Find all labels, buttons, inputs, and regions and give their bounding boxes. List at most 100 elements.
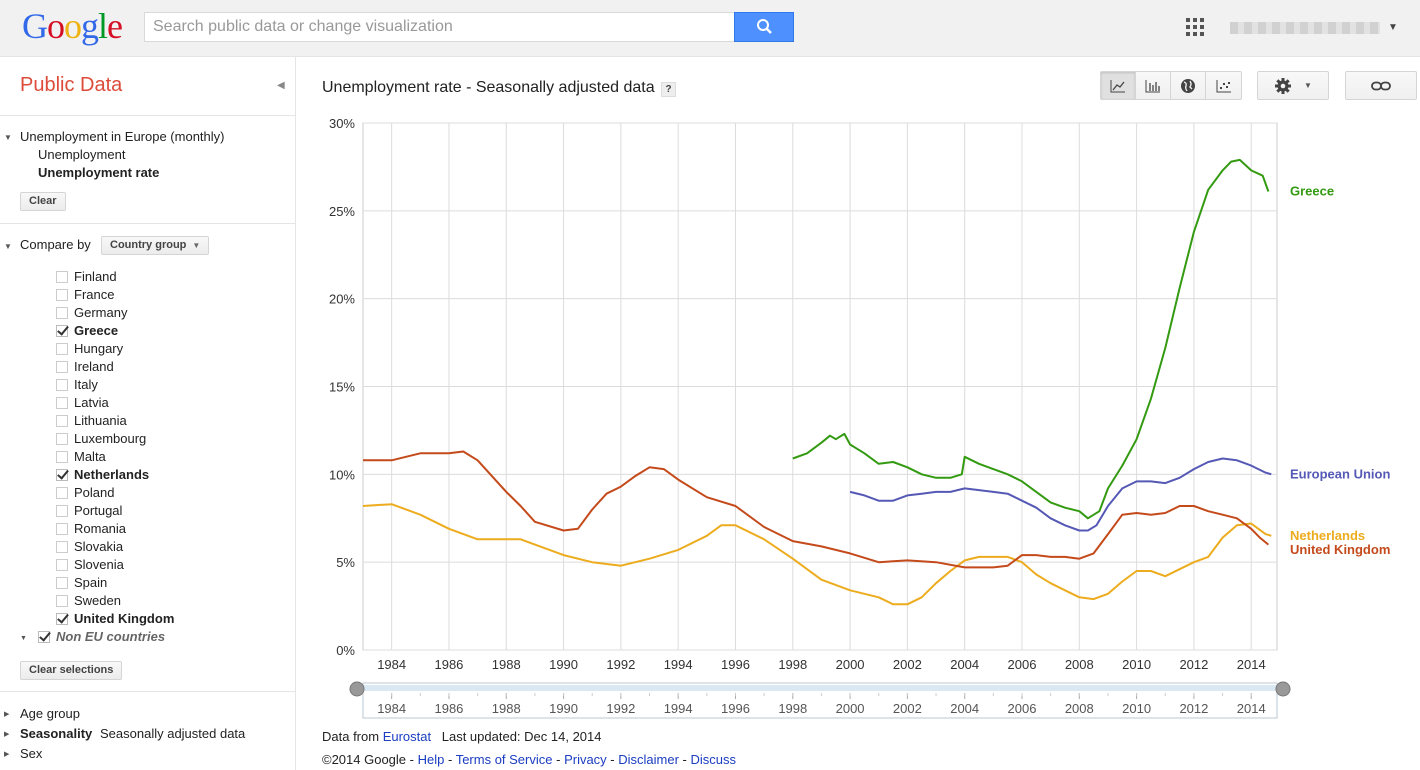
checkbox[interactable] [56, 270, 68, 283]
country-item[interactable]: Spain [56, 575, 107, 593]
series-line-greece [792, 158, 1270, 520]
x-tick-label: 2012 [1179, 657, 1208, 672]
search-input[interactable]: Search public data or change visualizati… [144, 12, 734, 42]
country-item[interactable]: United Kingdom [56, 611, 174, 629]
checkbox[interactable] [56, 306, 68, 319]
checkbox[interactable] [56, 342, 68, 355]
country-item[interactable]: Portugal [56, 503, 122, 521]
timeline-tick-label: 2014 [1237, 701, 1266, 716]
country-item[interactable]: Romania [56, 521, 126, 539]
x-tick-label: 2006 [1008, 657, 1037, 672]
country-item[interactable]: Sweden [56, 593, 121, 611]
bar-chart-button[interactable] [1136, 72, 1171, 99]
country-item[interactable]: Germany [56, 305, 127, 323]
last-updated: Last updated: Dec 14, 2014 [441, 729, 602, 744]
y-tick-label: 25% [329, 204, 355, 219]
terms-link[interactable]: Terms of Service [455, 752, 553, 767]
help-link[interactable]: Help [417, 752, 445, 767]
country-item[interactable]: Netherlands [56, 467, 149, 485]
collapsed-triangle-icon[interactable]: ▶ [4, 751, 10, 758]
settings-button-inner[interactable]: ▼ [1258, 72, 1328, 99]
country-group-dropdown[interactable]: Country group ▼ [101, 236, 210, 255]
chevron-down-icon: ▼ [1304, 81, 1312, 90]
checkbox[interactable] [38, 630, 50, 643]
apps-grid-icon[interactable] [1186, 18, 1204, 36]
timeline-tick-label: 2004 [950, 701, 979, 716]
country-item[interactable]: Greece [56, 323, 118, 341]
non-eu-countries-item[interactable]: Non EU countries [38, 629, 165, 647]
checkbox[interactable] [56, 540, 68, 553]
search-button[interactable] [734, 12, 794, 42]
discuss-link[interactable]: Discuss [690, 752, 736, 767]
compare-by-label: Compare by [20, 237, 91, 252]
timeline-handle-start[interactable] [349, 681, 365, 697]
filter-sex[interactable]: Sex [20, 746, 43, 761]
country-item[interactable]: Lithuania [56, 413, 127, 431]
country-item[interactable]: Hungary [56, 341, 123, 359]
country-item[interactable]: Malta [56, 449, 106, 467]
search-icon [757, 19, 772, 34]
collapsed-triangle-icon[interactable]: ▶ [4, 731, 10, 738]
checkbox-checked[interactable] [56, 612, 68, 625]
filter-age-group[interactable]: Age group [20, 706, 80, 721]
link-button[interactable] [1345, 71, 1417, 100]
country-item[interactable]: Slovenia [56, 557, 124, 575]
checkbox[interactable] [56, 396, 68, 409]
google-logo[interactable]: Google [22, 6, 123, 46]
checkbox[interactable] [56, 360, 68, 373]
checkbox[interactable] [56, 432, 68, 445]
checkbox-checked[interactable] [56, 324, 68, 337]
line-chart-button[interactable] [1101, 72, 1136, 99]
country-item[interactable]: Finland [56, 269, 117, 287]
timeline-handle-end[interactable] [1275, 681, 1291, 697]
country-item[interactable]: Latvia [56, 395, 109, 413]
plot-frame [362, 122, 1278, 651]
country-item[interactable]: Slovakia [56, 539, 123, 557]
account-name-blurred[interactable] [1230, 22, 1380, 34]
map-chart-button[interactable] [1171, 72, 1206, 99]
collapse-sidebar-icon[interactable]: ◀ [277, 80, 285, 91]
country-item[interactable]: Ireland [56, 359, 114, 377]
x-tick-label: 1994 [664, 657, 693, 672]
checkbox[interactable] [56, 288, 68, 301]
country-label: Greece [74, 323, 119, 338]
settings-dropdown[interactable]: ▼ [1257, 71, 1329, 100]
disclaimer-link[interactable]: Disclaimer [618, 752, 679, 767]
country-label: United Kingdom [74, 611, 175, 626]
expand-triangle-icon[interactable]: ▼ [20, 635, 27, 642]
scatter-chart-button[interactable] [1206, 72, 1241, 99]
country-label: Malta [74, 449, 106, 464]
checkbox[interactable] [56, 522, 68, 535]
country-item[interactable]: Poland [56, 485, 114, 503]
checkbox[interactable] [56, 486, 68, 499]
link-button-inner[interactable] [1346, 72, 1416, 99]
metric-unemployment[interactable]: Unemployment [38, 147, 126, 162]
checkbox[interactable] [56, 576, 68, 589]
legend-label-netherlands: Netherlands [1290, 528, 1365, 543]
checkbox[interactable] [56, 558, 68, 571]
y-tick-label: 0% [336, 643, 355, 658]
line-chart-icon [1110, 79, 1125, 92]
collapsed-triangle-icon[interactable]: ▶ [4, 711, 10, 718]
eurostat-link[interactable]: Eurostat [382, 729, 432, 744]
expand-triangle-icon[interactable]: ▼ [4, 133, 12, 142]
checkbox-checked[interactable] [56, 468, 68, 481]
metric-unemployment-rate[interactable]: Unemployment rate [38, 165, 160, 180]
checkbox[interactable] [56, 378, 68, 391]
country-item[interactable]: France [56, 287, 114, 305]
clear-button[interactable]: Clear [20, 192, 66, 211]
country-item[interactable]: Luxembourg [56, 431, 146, 449]
checkbox[interactable] [56, 414, 68, 427]
clear-selections-button[interactable]: Clear selections [20, 661, 123, 680]
checkbox[interactable] [56, 450, 68, 463]
country-label: Portugal [74, 503, 123, 518]
sidebar-title[interactable]: Public Data [20, 74, 123, 96]
help-badge[interactable]: ? [661, 82, 676, 97]
checkbox[interactable] [56, 504, 68, 517]
checkbox[interactable] [56, 594, 68, 607]
country-item[interactable]: Italy [56, 377, 98, 395]
account-caret-icon[interactable]: ▼ [1388, 22, 1398, 33]
privacy-link[interactable]: Privacy [564, 752, 607, 767]
filter-seasonality[interactable]: Seasonality [20, 726, 93, 741]
expand-triangle-icon[interactable]: ▼ [4, 242, 12, 251]
